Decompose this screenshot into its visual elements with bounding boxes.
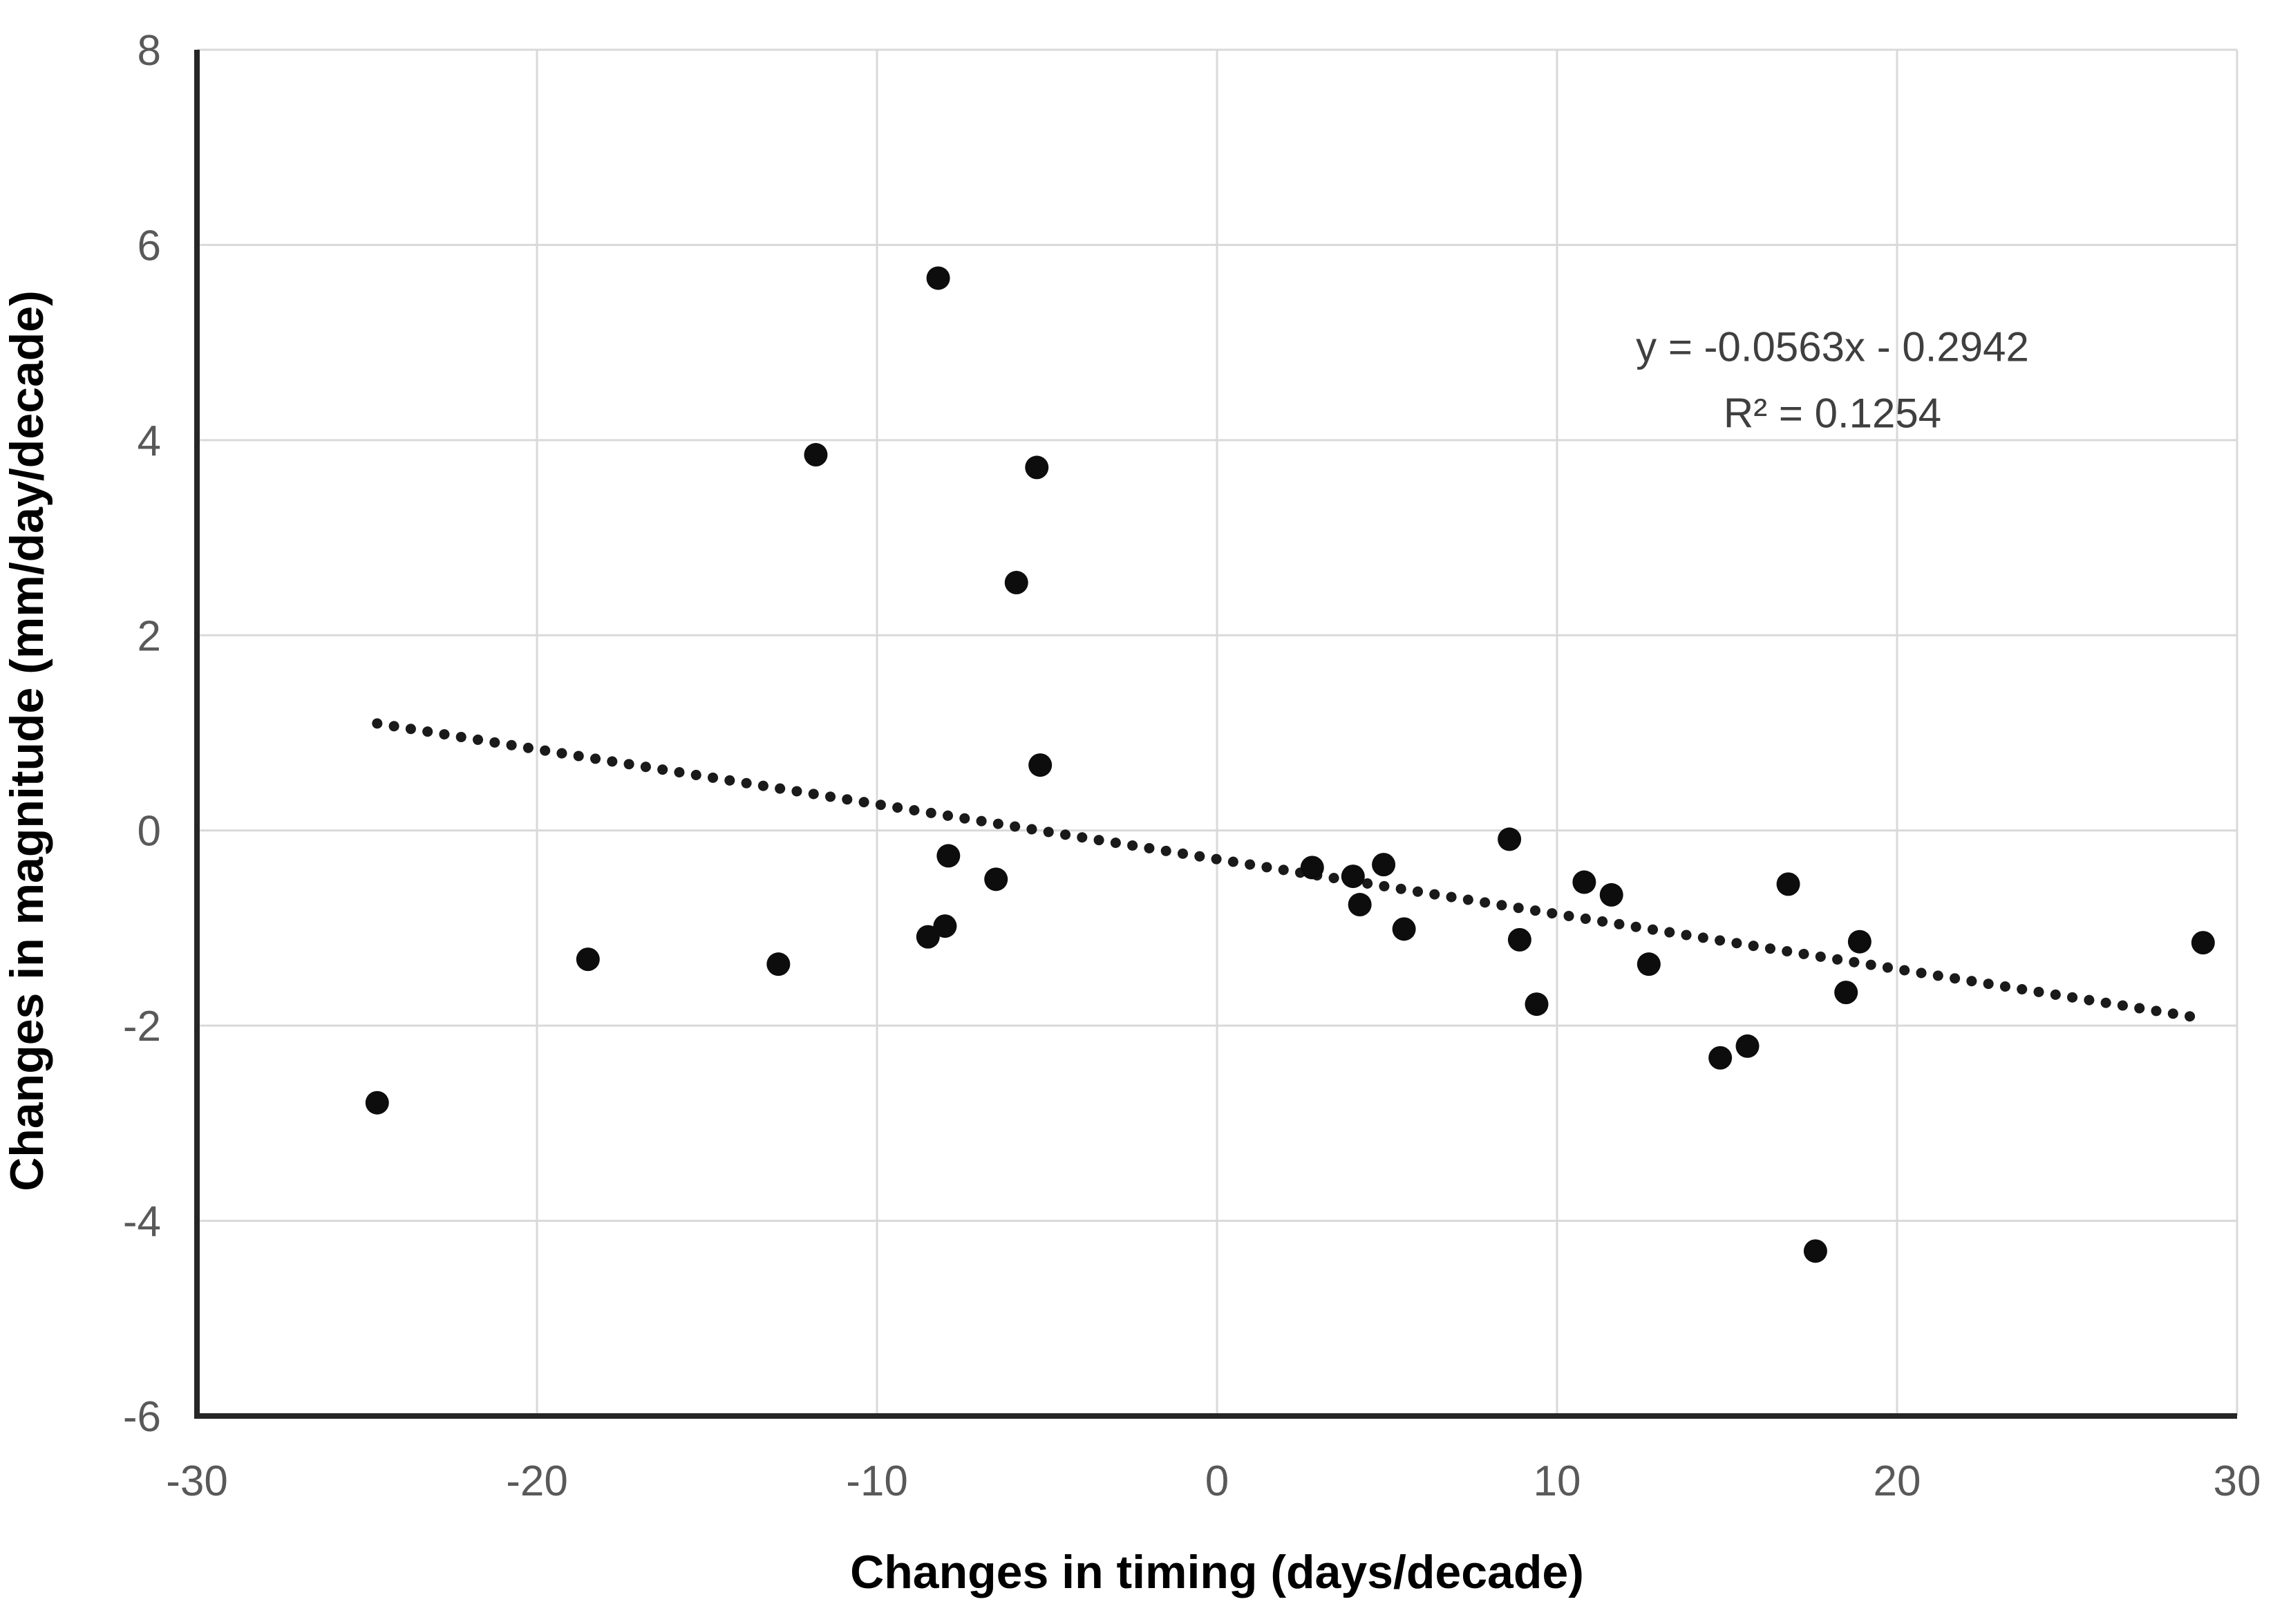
data-point: [766, 952, 791, 976]
data-point: [1803, 1239, 1827, 1263]
trendline-dotted: [372, 718, 2209, 1024]
x-tick-label: 20: [1874, 1457, 1921, 1505]
y-tick-label: -2: [123, 1003, 161, 1050]
x-tick-label: 0: [1205, 1457, 1229, 1505]
data-point: [1341, 865, 1365, 889]
data-point: [1525, 992, 1549, 1017]
data-point: [916, 925, 940, 949]
data-point: [1572, 870, 1596, 894]
gridlines: [197, 48, 2238, 1416]
x-axis-title: Changes in timing (days/decade): [850, 1546, 1584, 1598]
data-point: [1708, 1046, 1733, 1070]
y-tick-label: 6: [138, 222, 161, 270]
data-point: [1028, 753, 1053, 777]
x-tick-labels: -30 -20 -10 0 10 20 30: [166, 1457, 2261, 1505]
x-tick-label: -10: [846, 1457, 908, 1505]
data-point: [2191, 931, 2215, 955]
data-point: [1372, 853, 1396, 877]
y-tick-label: -6: [123, 1393, 161, 1441]
data-point: [804, 443, 828, 467]
data-point: [1735, 1034, 1760, 1058]
data-point: [1300, 856, 1324, 880]
x-tick-label: 30: [2214, 1457, 2261, 1505]
data-point: [1834, 981, 1858, 1005]
data-point: [926, 266, 950, 290]
y-tick-label: 4: [138, 417, 161, 465]
y-tick-label: -4: [123, 1198, 161, 1246]
data-point: [1025, 455, 1049, 480]
data-point: [1847, 929, 1871, 954]
data-point: [936, 844, 961, 868]
trendline-equation-label: y = -0.0563x - 0.2942: [1636, 323, 2029, 370]
data-point: [1498, 827, 1522, 851]
data-point: [1507, 927, 1531, 952]
y-tick-labels: 8 6 4 2 0 -2 -4 -6: [123, 27, 161, 1441]
data-point: [933, 914, 957, 938]
y-tick-label: 8: [138, 27, 161, 75]
y-axis-title: Changes in magnitude (mm/day/decade): [1, 290, 53, 1191]
axis-lines: [194, 50, 2237, 1419]
data-point: [1392, 917, 1416, 941]
r-squared-label: R² = 0.1254: [1724, 390, 1941, 436]
y-tick-label: 2: [138, 612, 161, 660]
data-point: [365, 1090, 389, 1115]
data-point: [1776, 872, 1800, 896]
data-point: [1637, 952, 1661, 976]
data-point: [1348, 893, 1372, 917]
x-tick-label: -30: [166, 1457, 228, 1505]
data-point: [576, 947, 600, 972]
x-tick-label: -20: [506, 1457, 568, 1505]
data-point: [984, 867, 1008, 891]
data-point: [1004, 571, 1028, 595]
x-tick-label: 10: [1534, 1457, 1581, 1505]
y-tick-label: 0: [138, 808, 161, 856]
data-point: [1599, 882, 1623, 907]
scatter-data-points: [365, 266, 2215, 1263]
